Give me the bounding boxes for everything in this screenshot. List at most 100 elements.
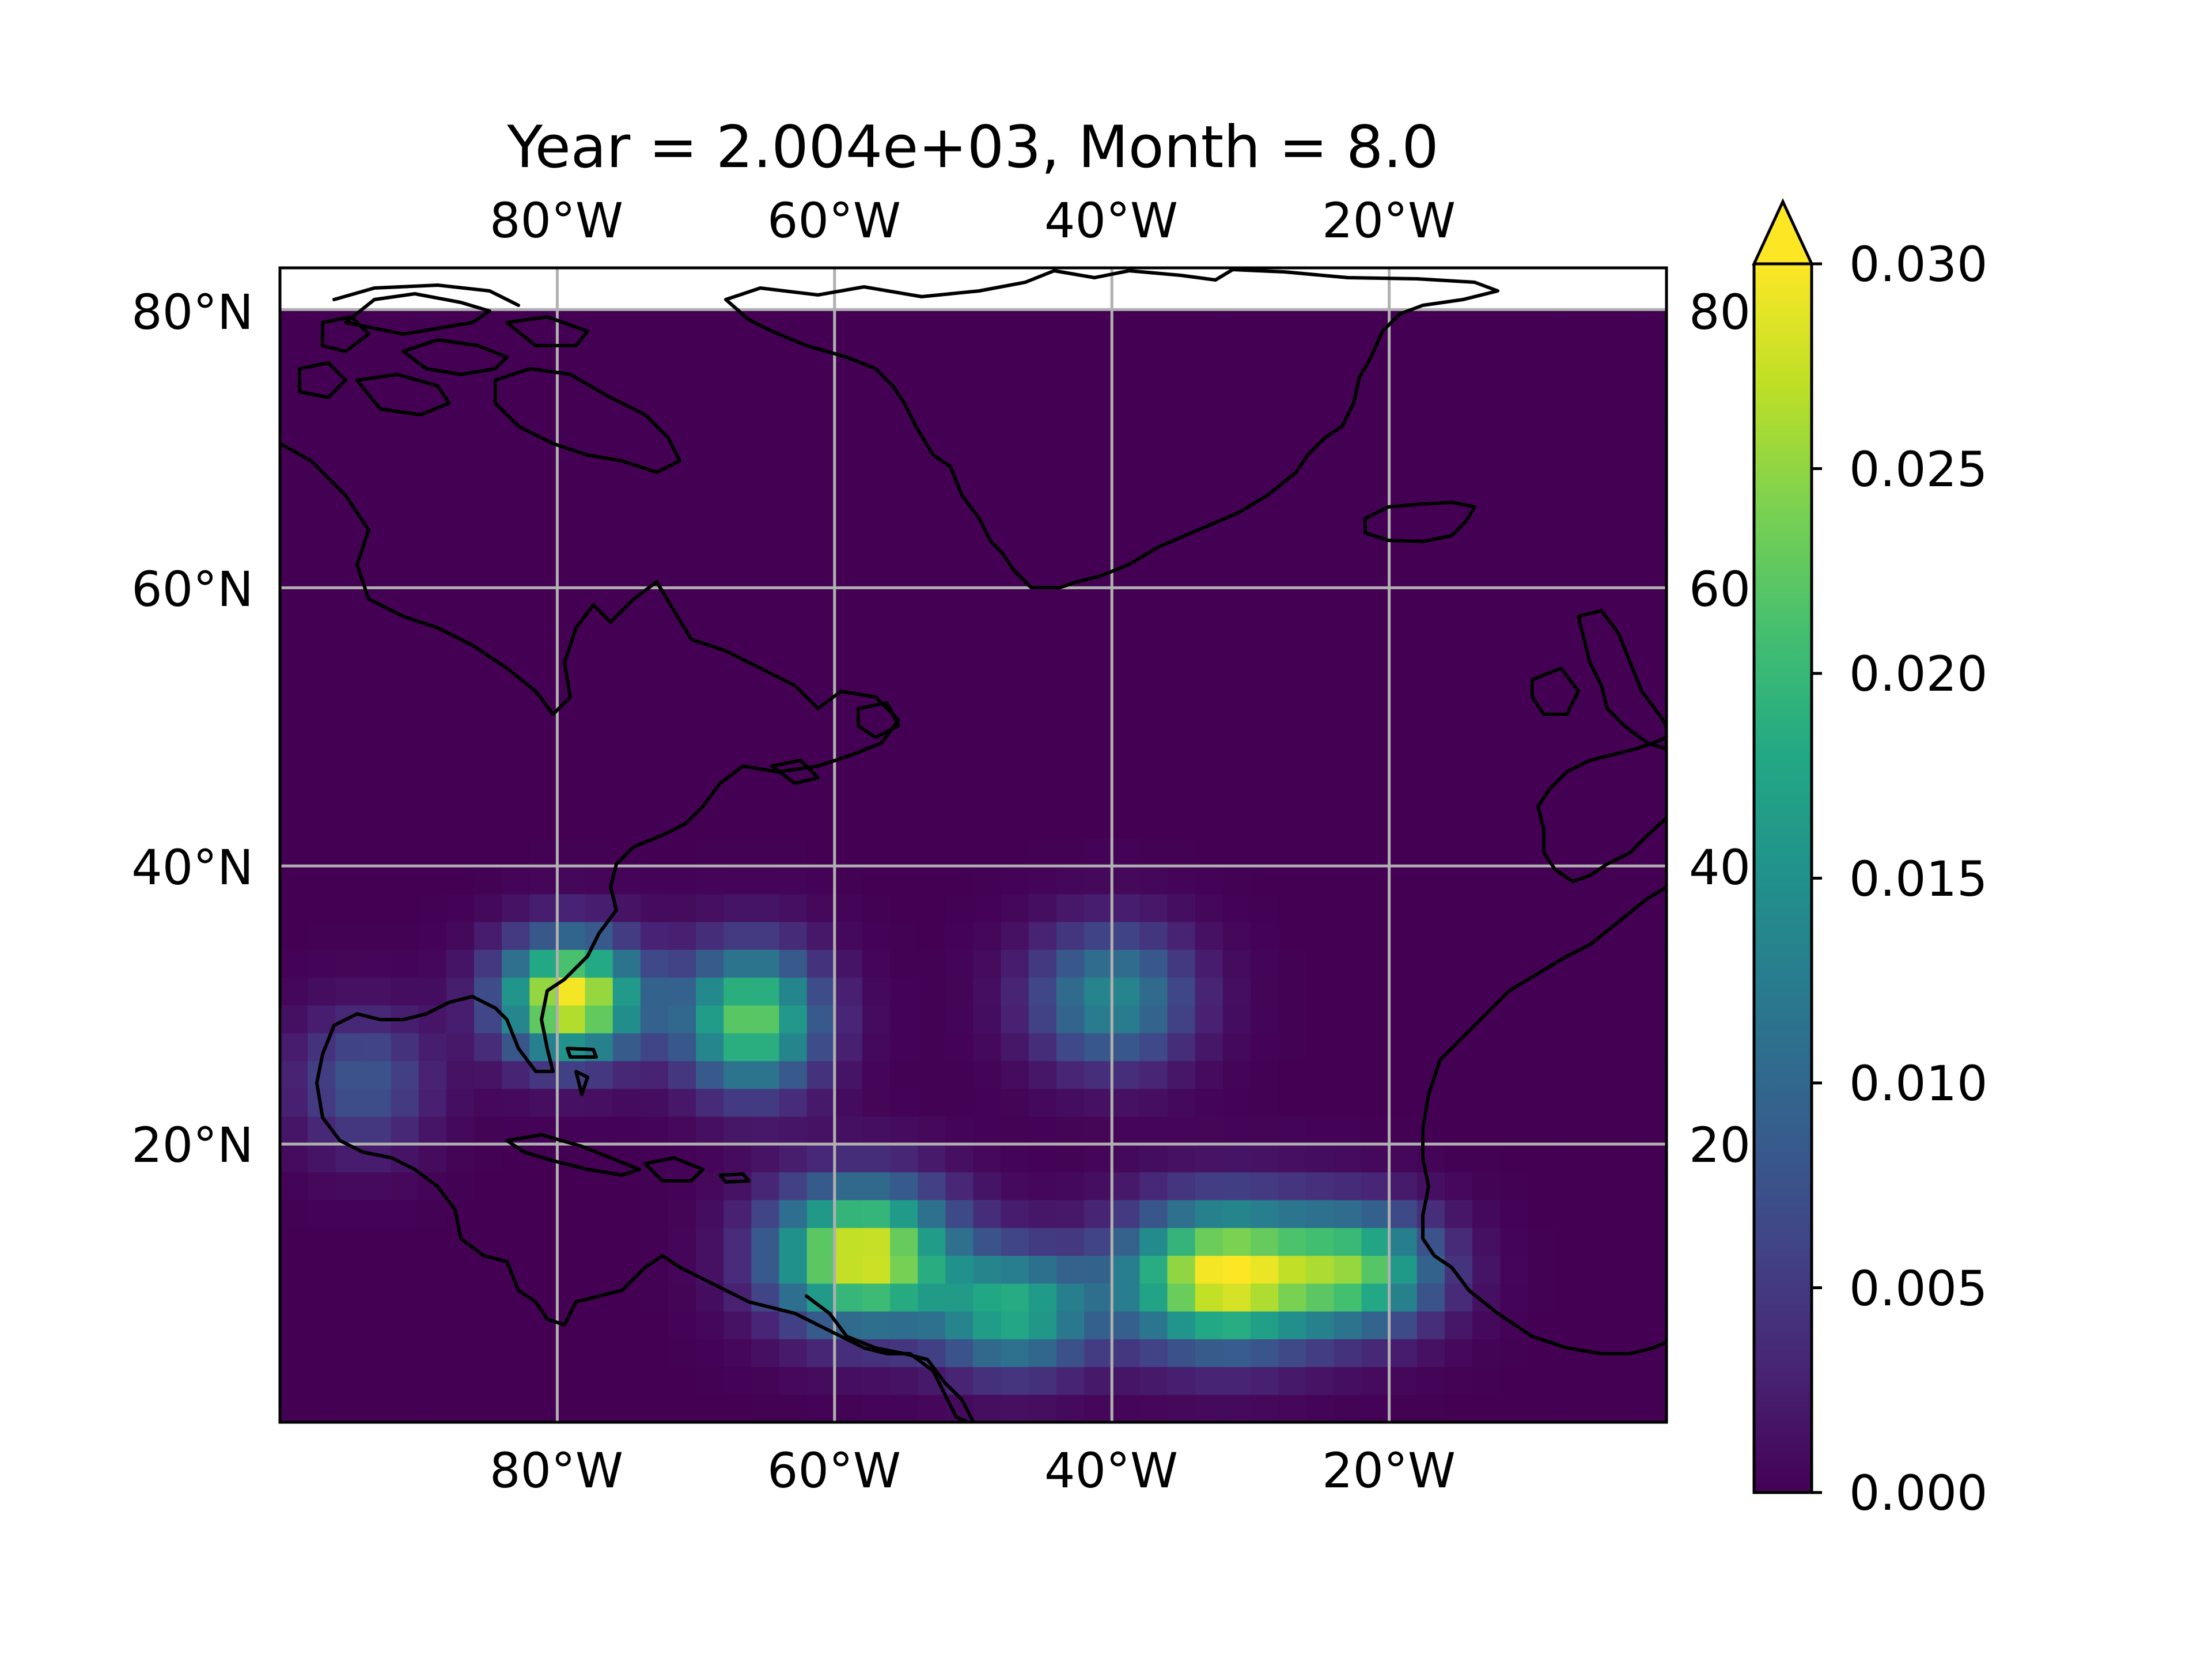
heatmap-cell bbox=[1416, 949, 1445, 978]
heatmap-cell bbox=[918, 504, 946, 533]
heatmap-cell bbox=[1056, 921, 1085, 950]
heatmap-cell bbox=[1195, 755, 1224, 783]
heatmap-cell bbox=[1139, 755, 1168, 783]
heatmap-cell bbox=[890, 337, 918, 366]
heatmap-cell bbox=[391, 977, 419, 1006]
heatmap-cell bbox=[418, 1199, 447, 1228]
heatmap-cell bbox=[280, 1228, 308, 1256]
heatmap-cell bbox=[335, 615, 364, 644]
heatmap-cell bbox=[557, 866, 586, 895]
heatmap-cell bbox=[1361, 782, 1390, 811]
heatmap-cell bbox=[1001, 1060, 1029, 1089]
heatmap-cell bbox=[779, 726, 808, 755]
heatmap-cell bbox=[418, 1033, 447, 1062]
heatmap-cell bbox=[696, 1060, 724, 1089]
heatmap-cell bbox=[1334, 893, 1362, 922]
greenland-coast bbox=[724, 268, 1499, 589]
heatmap-cell bbox=[1500, 615, 1529, 644]
heatmap-cell bbox=[1167, 560, 1196, 589]
heatmap-cell bbox=[1250, 560, 1279, 589]
heatmap-cell bbox=[1001, 921, 1029, 950]
heatmap-cell bbox=[1361, 810, 1390, 839]
heatmap-cell bbox=[1112, 1116, 1141, 1145]
heatmap-cell bbox=[1112, 726, 1141, 755]
heatmap-cell bbox=[1583, 365, 1612, 394]
heatmap-cell bbox=[1222, 365, 1251, 394]
heatmap-cell bbox=[1416, 1283, 1445, 1312]
heatmap-cell bbox=[1001, 1339, 1029, 1368]
heatmap-cell bbox=[890, 1088, 918, 1117]
heatmap-cell bbox=[1167, 1060, 1196, 1089]
heatmap-cell bbox=[363, 1060, 392, 1089]
heatmap-cell bbox=[335, 393, 364, 422]
heatmap-cell bbox=[1555, 671, 1584, 700]
heatmap-cell bbox=[724, 1144, 752, 1173]
heatmap-cell bbox=[474, 726, 502, 755]
heatmap-cell bbox=[1361, 1144, 1390, 1173]
heatmap-cell bbox=[1056, 699, 1085, 728]
heatmap-cell bbox=[502, 337, 530, 366]
heatmap-cell bbox=[1611, 1116, 1639, 1145]
heatmap-cell bbox=[779, 476, 808, 505]
heatmap-cell bbox=[1334, 838, 1362, 866]
heatmap-cell bbox=[1444, 699, 1473, 728]
heatmap-cell bbox=[1056, 588, 1085, 616]
heatmap-cell bbox=[391, 1339, 419, 1368]
heatmap-cell bbox=[529, 1339, 558, 1368]
heatmap-cell bbox=[529, 1283, 558, 1312]
heatmap-cell bbox=[585, 560, 613, 589]
heatmap-cell bbox=[1583, 1255, 1612, 1284]
heatmap-cell bbox=[308, 421, 336, 449]
heatmap-cell bbox=[1472, 1199, 1501, 1228]
heatmap-cell bbox=[363, 1116, 392, 1145]
heatmap-cell bbox=[1638, 393, 1666, 422]
heatmap-cell bbox=[1555, 532, 1584, 560]
arctic-island-4 bbox=[355, 373, 451, 416]
heatmap-cell bbox=[612, 977, 641, 1006]
heatmap-cell bbox=[834, 1005, 863, 1033]
south-america-coast bbox=[805, 1294, 975, 1422]
heatmap-cell bbox=[474, 1310, 502, 1339]
heatmap-cell bbox=[585, 1060, 613, 1089]
heatmap-cell bbox=[1472, 615, 1501, 644]
heatmap-cell bbox=[1334, 977, 1362, 1006]
heatmap-cell bbox=[862, 1088, 891, 1117]
heatmap-cell bbox=[1528, 866, 1556, 895]
heatmap-cell bbox=[335, 1060, 364, 1089]
heatmap-cell bbox=[363, 1172, 392, 1200]
heatmap-cell bbox=[834, 615, 863, 644]
heatmap-cell bbox=[806, 838, 835, 866]
heatmap-cell bbox=[502, 1339, 530, 1368]
heatmap-cell bbox=[1389, 337, 1418, 366]
heatmap-cell bbox=[1555, 309, 1584, 338]
heatmap-cell bbox=[1139, 1339, 1168, 1368]
heatmap-cell bbox=[1167, 1199, 1196, 1228]
heatmap-cell bbox=[890, 1144, 918, 1173]
heatmap-cell bbox=[1361, 1283, 1390, 1312]
colorbar-gradient bbox=[1754, 264, 1812, 1493]
heatmap-cell bbox=[1555, 448, 1584, 477]
heatmap-cell bbox=[1084, 1199, 1112, 1228]
heatmap-cell bbox=[779, 1283, 808, 1312]
heatmap-cell bbox=[862, 1283, 891, 1312]
heatmap-cell bbox=[1195, 309, 1224, 338]
heatmap-cell bbox=[1611, 1144, 1639, 1173]
heatmap-cell bbox=[308, 949, 336, 978]
heatmap-cell bbox=[724, 1116, 752, 1145]
heatmap-cell bbox=[474, 838, 502, 866]
heatmap-cell bbox=[1084, 588, 1112, 616]
heatmap-cell bbox=[1444, 1394, 1473, 1422]
heatmap-cell bbox=[862, 1228, 891, 1256]
heatmap-cell bbox=[363, 949, 392, 978]
heatmap-cell bbox=[1001, 615, 1029, 644]
heatmap-cell bbox=[1500, 365, 1529, 394]
heatmap-cell bbox=[1001, 1033, 1029, 1062]
heatmap-cell bbox=[557, 588, 586, 616]
heatmap-cell bbox=[1250, 615, 1279, 644]
heatmap-cell bbox=[1278, 1339, 1306, 1368]
heatmap-cell bbox=[474, 1199, 502, 1228]
heatmap-cell bbox=[1001, 699, 1029, 728]
heatmap-cell bbox=[529, 504, 558, 533]
bahamas bbox=[566, 1047, 598, 1096]
heatmap-cell bbox=[502, 1228, 530, 1256]
